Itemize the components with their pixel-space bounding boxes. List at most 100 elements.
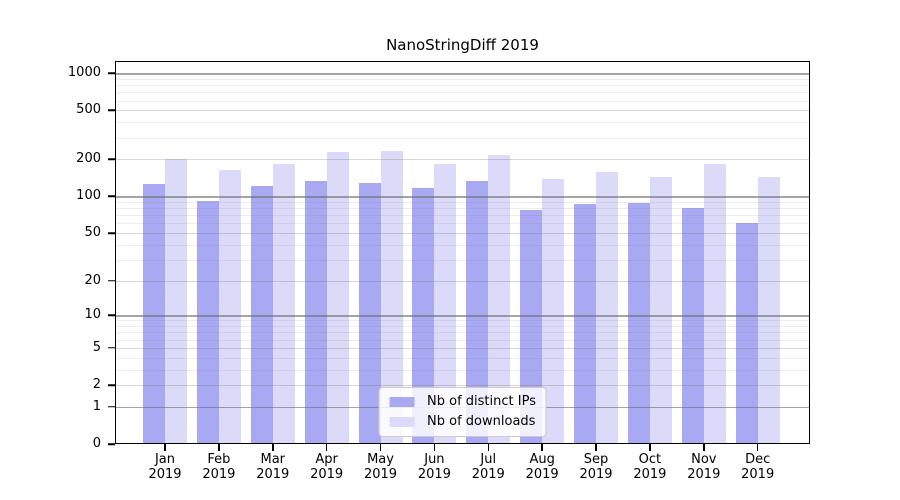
x-label-month: Mar [260,452,286,467]
y-tick-label-500: 500 [76,102,101,118]
legend-label-distinct-ips: Nb of distinct IPs [427,394,536,409]
y-tick-label-5: 5 [92,339,101,355]
gridline-50 [115,233,810,234]
bar-distinct-ips-apr [304,180,327,444]
gridline-400 [115,122,810,124]
bar-distinct-ips-dec [735,223,758,444]
bar-downloads-jul [488,154,511,444]
bar-distinct-ips-may [358,183,381,444]
y-tick-20 [108,279,115,282]
y-tick-label-20: 20 [84,272,101,288]
x-label-year: 2019 [417,467,451,482]
x-tick-jun [433,444,436,451]
y-tick-0 [108,443,115,445]
x-label-month: May [367,452,394,467]
x-label-month: Oct [638,452,662,467]
gridline-8 [115,326,810,328]
gridline-600 [115,100,810,102]
bar-distinct-ips-jan [143,184,165,444]
chart-title: NanoStringDiff 2019 [386,36,539,54]
bar-distinct-ips-mar [250,186,273,444]
bar-distinct-ips-jul [466,180,489,444]
x-tick-label-aug: Aug 2019 [515,452,569,482]
x-tick-oct [649,444,651,451]
gridline-100 [115,196,810,198]
bar-distinct-ips-aug [520,210,543,444]
x-label-month: Apr [315,452,338,467]
x-tick-label-sep: Sep 2019 [569,452,623,482]
legend-swatch-distinct-ips [389,397,415,407]
bar-downloads-apr [326,152,349,444]
bar-distinct-ips-feb [196,200,219,444]
gridline-200 [115,159,810,161]
gridline-10 [115,315,810,317]
y-tick-2 [108,384,115,386]
x-tick-aug [541,444,543,451]
x-label-year: 2019 [687,467,721,482]
gridline-900 [115,78,810,80]
x-tick-label-jan: Jan 2019 [138,452,192,482]
y-tick-500 [108,109,115,112]
x-tick-jul [487,444,490,451]
bar-downloads-feb [218,170,241,444]
legend-label-downloads: Nb of downloads [427,414,536,429]
x-label-year: 2019 [579,467,613,482]
x-tick-apr [325,444,328,451]
gridline-700 [115,92,810,94]
gridline-40 [115,244,810,246]
x-label-month: Jul [480,452,497,467]
y-tick-label-10: 10 [84,307,101,323]
x-label-month: Nov [691,452,717,467]
bar-downloads-jun [434,163,457,444]
y-tick-label-200: 200 [76,151,101,167]
x-label-year: 2019 [471,467,505,482]
bar-distinct-ips-oct [627,203,650,444]
x-label-month: Aug [529,452,555,467]
y-tick-1000 [108,72,115,74]
y-tick-5 [108,347,115,349]
gridline-90 [115,201,810,203]
y-tick-label-50: 50 [84,225,101,240]
x-label-year: 2019 [202,467,236,482]
legend-swatch-downloads [389,417,415,427]
bar-downloads-may [380,151,403,444]
y-tick-1 [108,406,115,408]
y-tick-100 [108,195,115,198]
bar-downloads-aug [542,179,565,444]
y-tick-label-100: 100 [76,188,101,204]
gridline-2 [115,385,810,387]
gridline-30 [115,259,810,261]
x-tick-mar [272,444,274,451]
x-tick-nov [703,444,705,451]
grid-layer [115,61,810,444]
gridline-6 [115,339,810,341]
gridline-3 [115,369,810,371]
bar-distinct-ips-sep [574,203,597,444]
y-tick-label-1: 1 [92,398,101,414]
x-tick-may [379,444,382,451]
bar-downloads-oct [649,177,672,444]
gridline-300 [115,137,810,139]
x-label-year: 2019 [741,467,775,482]
x-tick-label-oct: Oct 2019 [623,452,677,482]
y-tick-50 [108,232,115,234]
x-tick-label-nov: Nov 2019 [677,452,731,482]
bar-downloads-jan [165,159,187,444]
y-tick-label-0: 0 [92,436,101,451]
legend: Nb of distinct IPs Nb of downloads [378,387,547,437]
gridline-70 [115,215,810,217]
x-label-month: Feb [207,452,231,467]
legend-item-downloads: Nb of downloads [389,414,536,430]
bar-downloads-mar [272,164,295,444]
y-tick-label-1000: 1000 [67,65,101,81]
x-tick-label-jun: Jun 2019 [407,452,461,482]
x-label-year: 2019 [148,467,182,482]
gridline-800 [115,85,810,87]
x-tick-jan [164,444,166,451]
x-tick-dec [756,444,759,451]
x-tick-feb [218,444,220,451]
gridline-80 [115,208,810,210]
x-tick-label-dec: Dec 2019 [731,452,785,482]
